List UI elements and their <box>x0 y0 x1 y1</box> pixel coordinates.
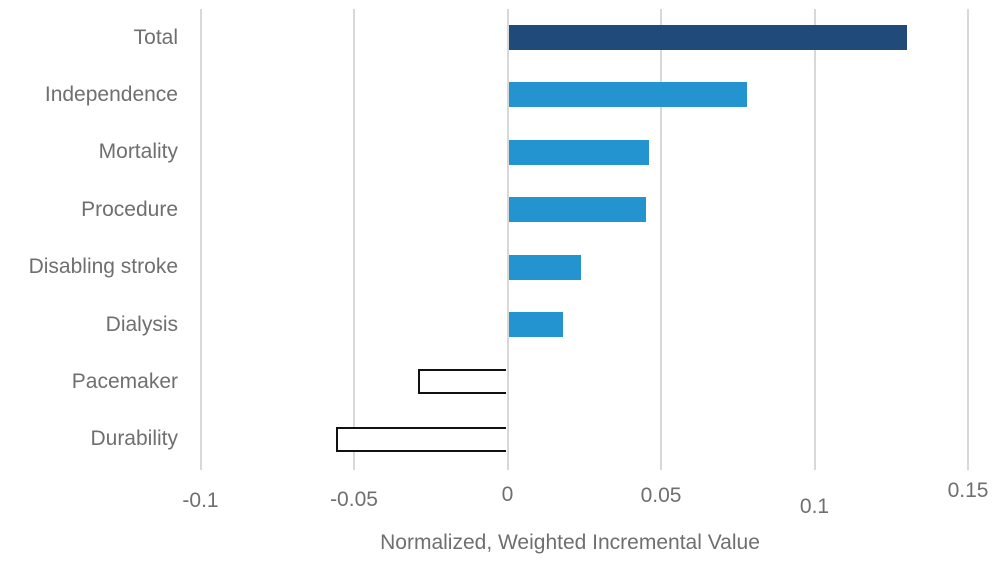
category-label-independence: Independence <box>44 82 178 106</box>
category-label-pacemaker: Pacemaker <box>71 369 178 393</box>
bar-durability <box>335 426 506 452</box>
x-axis-title: Normalized, Weighted Incremental Value <box>380 531 760 554</box>
bar-disabling-stroke <box>508 254 582 280</box>
category-label-mortality: Mortality <box>98 140 178 164</box>
bar-total <box>508 25 907 50</box>
category-label-procedure: Procedure <box>81 197 178 221</box>
gridline--0-1 <box>199 9 202 470</box>
x-tick-label-0-05: 0.05 <box>640 484 682 507</box>
bar-independence <box>508 82 747 108</box>
gridline-0-15 <box>967 9 969 470</box>
category-label-dialysis: Dialysis <box>105 312 178 336</box>
x-tick-label-0-15: 0.15 <box>947 479 989 502</box>
x-tick-label-0: 0 <box>501 483 514 506</box>
bar-mortality <box>508 139 649 165</box>
gridline--0-05 <box>353 9 355 470</box>
x-tick-label--0-1: -0.1 <box>182 489 219 512</box>
gridline-0-1 <box>813 9 816 470</box>
category-label-total: Total <box>133 25 178 49</box>
bar-procedure <box>508 197 646 223</box>
gridline-0 <box>506 9 509 470</box>
x-tick-label--0-05: -0.05 <box>330 488 378 511</box>
category-label-durability: Durability <box>90 427 178 451</box>
gridline-0-05 <box>660 9 662 470</box>
x-tick-label-0-1: 0.1 <box>799 495 830 518</box>
category-label-disabling-stroke: Disabling stroke <box>28 255 178 279</box>
bar-pacemaker <box>418 369 506 395</box>
bar-dialysis <box>508 312 563 337</box>
